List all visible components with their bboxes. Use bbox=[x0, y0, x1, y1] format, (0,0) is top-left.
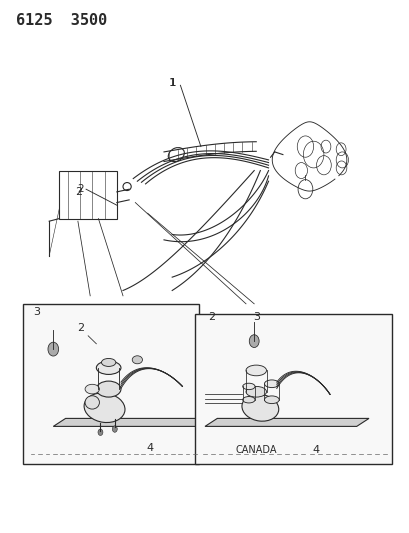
Bar bbox=[22, 304, 198, 464]
Ellipse shape bbox=[84, 393, 125, 423]
Ellipse shape bbox=[96, 381, 121, 397]
Text: 6125  3500: 6125 3500 bbox=[16, 13, 108, 28]
Ellipse shape bbox=[132, 356, 142, 364]
Text: 1: 1 bbox=[169, 78, 176, 87]
Ellipse shape bbox=[101, 358, 116, 367]
Ellipse shape bbox=[245, 386, 266, 397]
Text: 4: 4 bbox=[146, 443, 153, 453]
Circle shape bbox=[48, 342, 58, 356]
Ellipse shape bbox=[245, 365, 266, 376]
Ellipse shape bbox=[85, 395, 99, 409]
Circle shape bbox=[98, 429, 103, 435]
Polygon shape bbox=[53, 418, 217, 426]
Text: 4: 4 bbox=[311, 446, 319, 455]
Ellipse shape bbox=[85, 384, 99, 394]
Text: 2: 2 bbox=[77, 323, 84, 333]
Text: 1: 1 bbox=[169, 78, 176, 87]
Text: 2: 2 bbox=[208, 312, 215, 322]
Ellipse shape bbox=[264, 396, 279, 403]
Ellipse shape bbox=[96, 361, 121, 374]
Text: CANADA: CANADA bbox=[235, 446, 276, 455]
Text: 3: 3 bbox=[253, 312, 260, 322]
Text: 2: 2 bbox=[75, 187, 82, 197]
Bar bbox=[194, 314, 391, 464]
Circle shape bbox=[249, 335, 258, 348]
Ellipse shape bbox=[241, 394, 278, 421]
Ellipse shape bbox=[242, 383, 254, 390]
Ellipse shape bbox=[242, 397, 254, 403]
Polygon shape bbox=[204, 418, 368, 426]
Ellipse shape bbox=[264, 380, 279, 387]
Circle shape bbox=[112, 426, 117, 432]
Text: 2: 2 bbox=[77, 184, 84, 194]
Bar bbox=[59, 171, 117, 219]
Text: 3: 3 bbox=[33, 307, 40, 317]
